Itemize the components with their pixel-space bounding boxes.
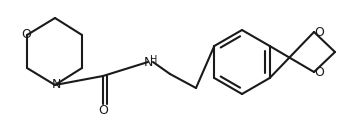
Text: O: O — [314, 25, 324, 39]
Text: N: N — [51, 79, 61, 91]
Text: O: O — [314, 65, 324, 79]
Text: N: N — [143, 55, 153, 69]
Text: O: O — [98, 103, 108, 117]
Text: H: H — [150, 55, 158, 65]
Text: O: O — [21, 29, 31, 41]
